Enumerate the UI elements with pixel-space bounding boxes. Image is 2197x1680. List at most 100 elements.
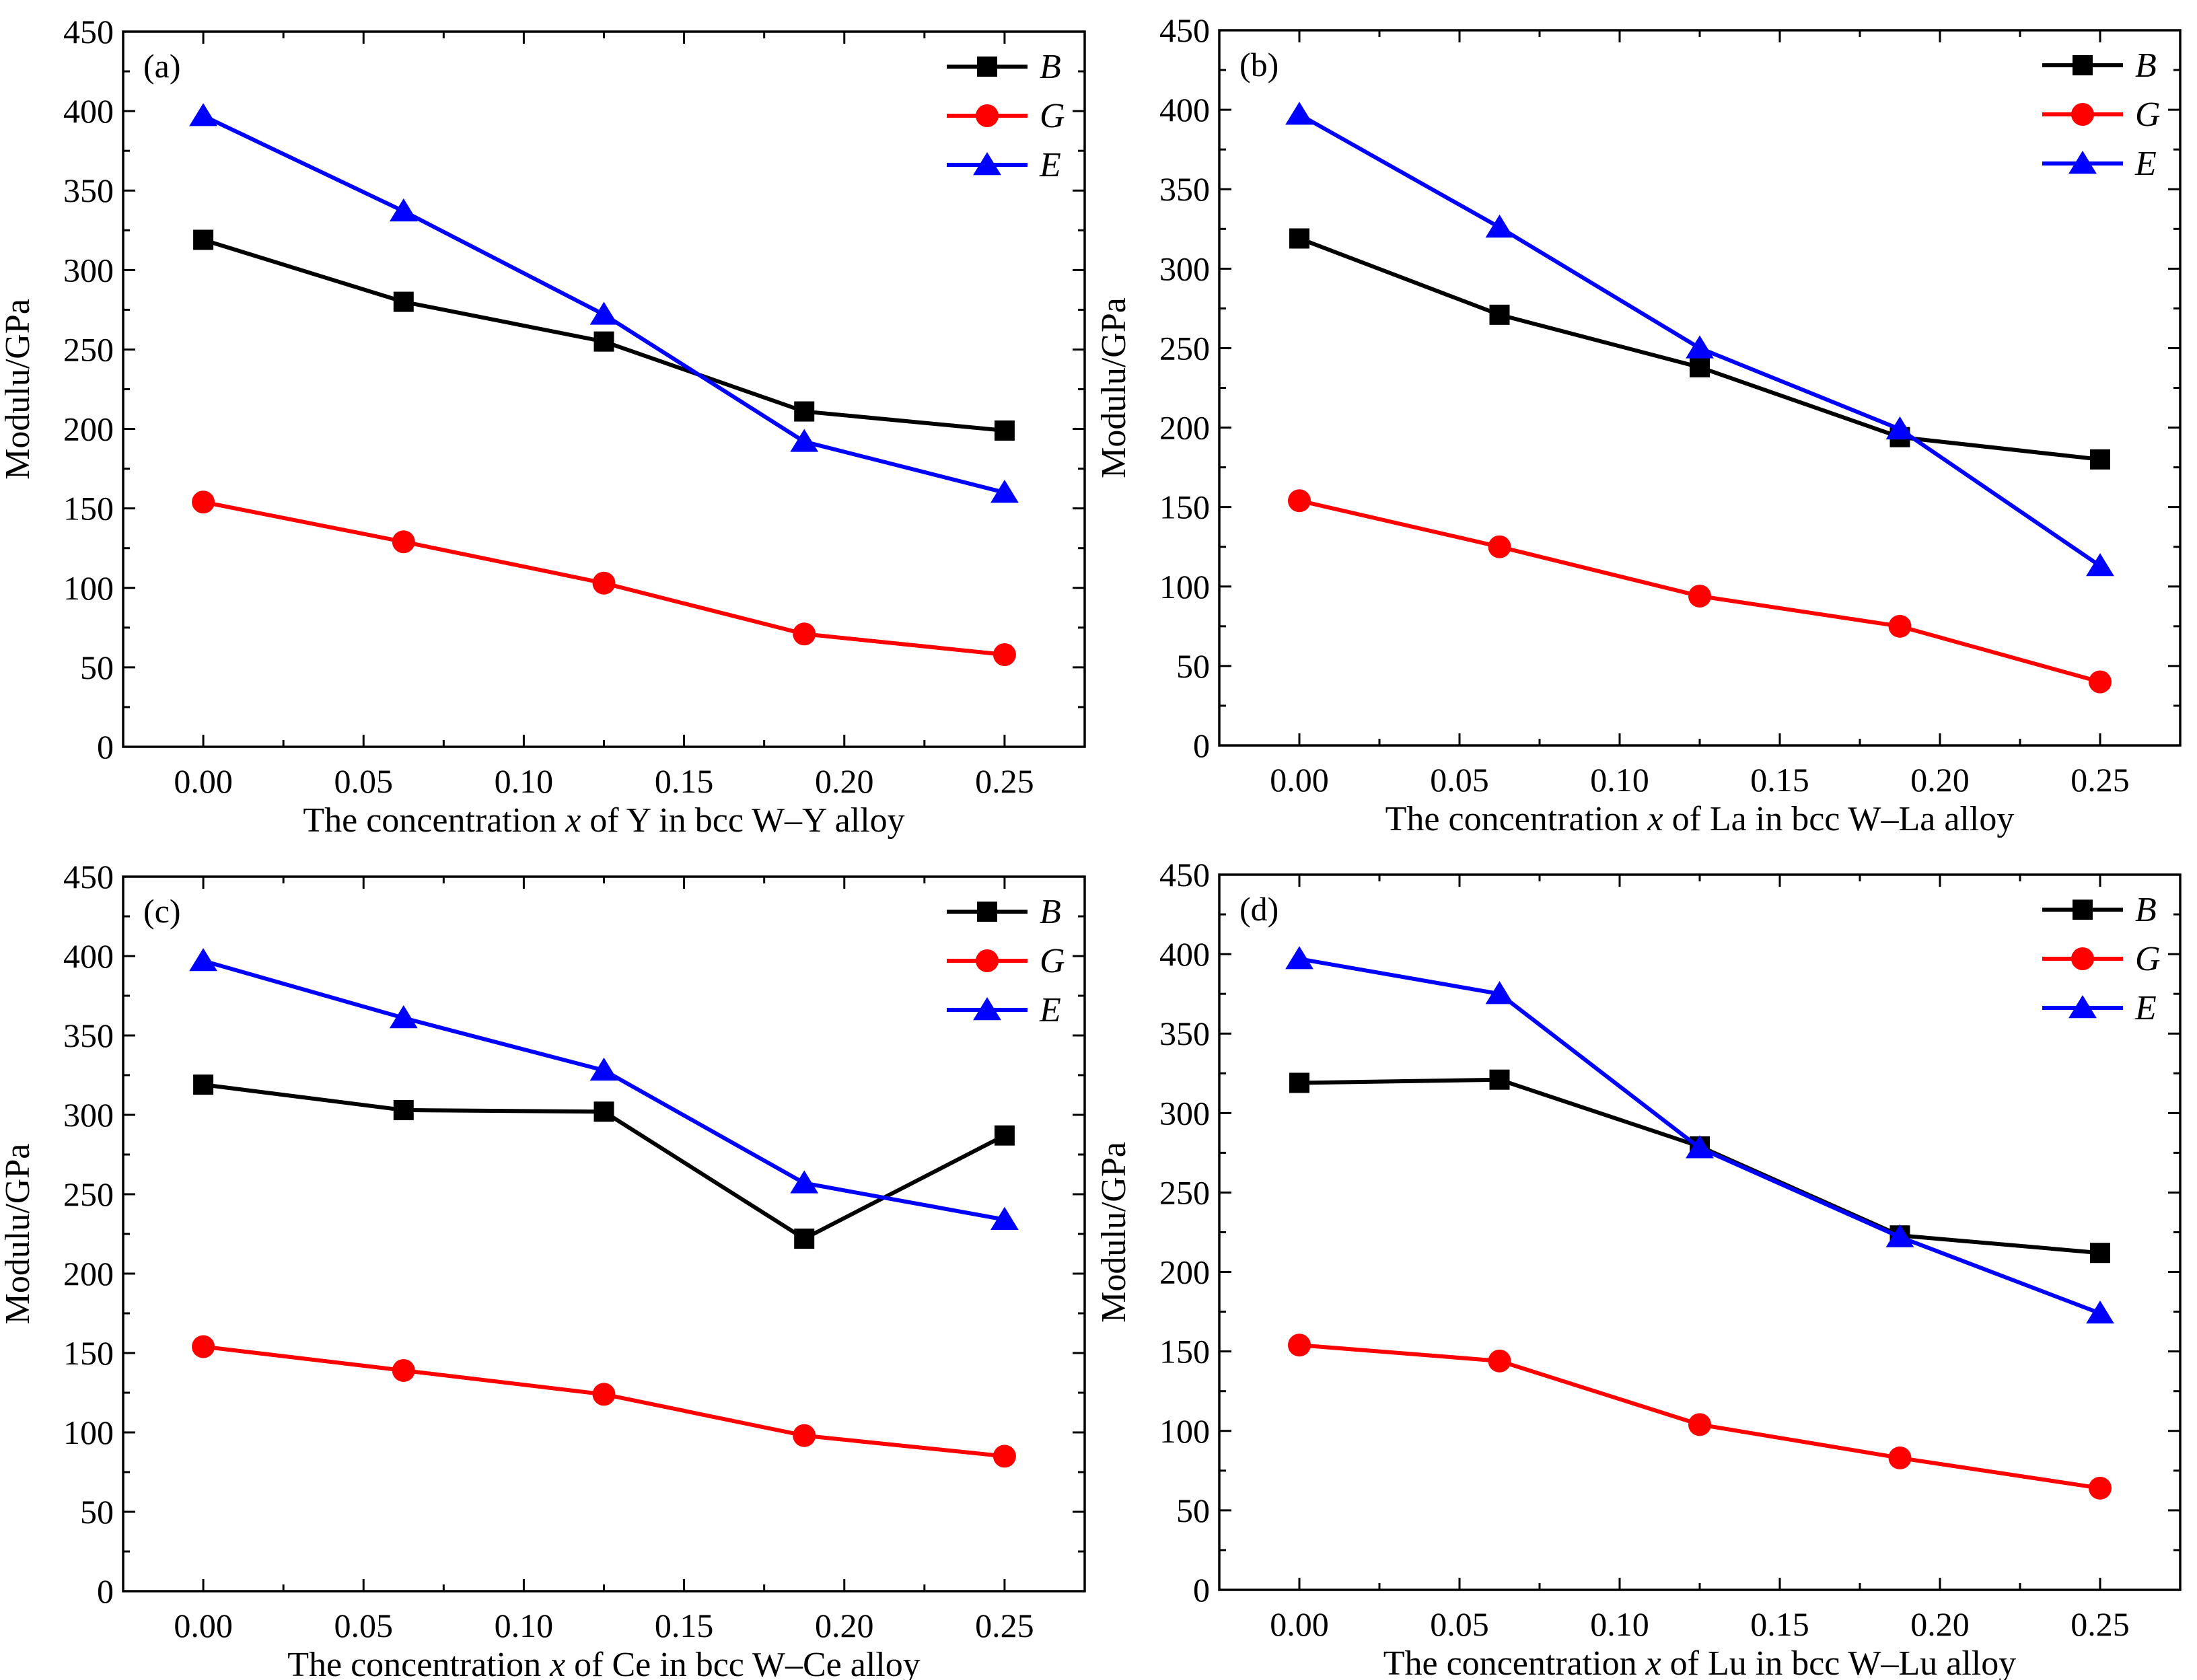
- data-point-G: [793, 1424, 816, 1447]
- chart-panel-d: 0 50 100 150 200 250 300 350 400 450 0.00 0.05 0.10 0…: [1095, 856, 2182, 1680]
- series-E: [189, 948, 1019, 1230]
- panel-label: (c): [143, 892, 181, 930]
- legend: BGE: [947, 893, 1065, 1029]
- data-point-B: [794, 401, 815, 422]
- data-point-G: [993, 1445, 1016, 1468]
- data-point-B: [994, 1125, 1015, 1146]
- data-point-E: [1285, 102, 1313, 125]
- y-tick-label: 300: [1159, 250, 1210, 287]
- y-tick-label: 400: [1159, 935, 1210, 973]
- x-tick-label: 0.15: [655, 1607, 714, 1644]
- y-tick-label: 200: [63, 410, 114, 448]
- series-G: [192, 1335, 1016, 1468]
- chart-panel-b: 0 50 100 150 200 250 300 350 400 450 0.00 0.05 0.10 0…: [1095, 11, 2182, 838]
- data-point-G: [1288, 1334, 1311, 1357]
- data-point-G: [793, 622, 816, 646]
- data-point-G: [1288, 489, 1311, 513]
- x-axis-label: The concentration x of Y in bcc W–Y allo…: [303, 801, 904, 840]
- y-tick-label: 450: [63, 858, 114, 896]
- series-line-B: [1299, 1077, 2101, 1255]
- legend-label-G: G: [2135, 96, 2161, 134]
- data-point-B: [2090, 449, 2110, 470]
- legend-label-E: E: [2134, 989, 2157, 1027]
- data-point-G: [392, 530, 415, 554]
- data-point-G: [2089, 1476, 2112, 1500]
- data-point-E: [1885, 1224, 1914, 1247]
- data-point-B: [393, 1099, 414, 1120]
- legend-marker-G: [2071, 947, 2094, 970]
- data-point-E: [2086, 553, 2114, 577]
- data-point-E: [1686, 1135, 1714, 1159]
- data-point-G: [2089, 670, 2112, 694]
- legend-label-E: E: [2134, 145, 2157, 183]
- data-point-E: [189, 948, 217, 972]
- y-tick-label: 450: [63, 13, 114, 50]
- y-tick-label: 0: [1193, 1571, 1210, 1609]
- x-tick-label: 0.15: [1750, 1605, 1809, 1643]
- data-point-E: [189, 103, 217, 126]
- y-tick-label: 250: [63, 330, 114, 368]
- y-tick-label: 50: [80, 1493, 114, 1531]
- series-B: [193, 229, 1015, 441]
- y-tick-label: 0: [1193, 727, 1210, 764]
- plot-frame: [1218, 873, 2182, 1591]
- x-tick-label: 0.10: [1590, 761, 1649, 799]
- x-tick-label: 0.25: [2070, 761, 2130, 799]
- plot-frame: [122, 30, 1086, 748]
- legend-label-B: B: [2135, 46, 2157, 85]
- data-point-E: [790, 429, 819, 452]
- x-tick-label: 0.05: [334, 762, 394, 800]
- x-tick-label: 0.25: [975, 762, 1034, 800]
- data-point-B: [593, 1101, 614, 1122]
- y-tick-label: 300: [1159, 1094, 1210, 1132]
- legend: BGE: [2042, 891, 2161, 1027]
- legend-marker-E: [973, 997, 1001, 1021]
- legend-label-E: E: [1039, 146, 1061, 184]
- series-E: [1285, 946, 2114, 1324]
- series-G: [1288, 489, 2112, 694]
- panel-label: (a): [143, 47, 181, 85]
- legend-marker-G: [976, 949, 999, 972]
- x-tick-label: 0.00: [174, 1607, 233, 1644]
- y-tick-label: 150: [63, 490, 114, 527]
- data-point-B: [1489, 304, 1510, 325]
- data-point-B: [2090, 1243, 2110, 1264]
- panel-label: (d): [1239, 890, 1278, 928]
- series-E: [1285, 102, 2114, 577]
- y-tick-label: 200: [1159, 1253, 1210, 1291]
- legend-label-G: G: [2135, 940, 2161, 978]
- data-point-B: [1690, 357, 1710, 377]
- y-tick-label: 50: [1176, 1492, 1210, 1529]
- y-tick-label: 100: [63, 569, 114, 607]
- x-tick-label: 0.00: [1270, 761, 1329, 799]
- data-point-G: [592, 571, 616, 595]
- data-point-B: [794, 1229, 815, 1249]
- x-tick-label: 0.10: [495, 762, 554, 800]
- y-tick-label: 350: [63, 172, 114, 209]
- legend-marker-B: [977, 57, 997, 77]
- y-tick-label: 150: [1159, 488, 1210, 526]
- legend-label-E: E: [1039, 991, 1061, 1029]
- legend-label-B: B: [1040, 48, 1061, 86]
- x-tick-label: 0.20: [815, 1607, 874, 1644]
- legend-label-B: B: [1040, 893, 1061, 931]
- y-tick-label: 300: [63, 1096, 114, 1134]
- data-point-G: [1688, 584, 1711, 608]
- data-point-E: [589, 1057, 618, 1081]
- x-tick-label: 0.20: [815, 762, 874, 800]
- data-point-E: [2086, 1300, 2114, 1324]
- y-tick-label: 150: [63, 1334, 114, 1372]
- legend-marker-E: [2068, 995, 2097, 1019]
- y-tick-label: 300: [63, 251, 114, 289]
- y-axis-label: Modulu/GPa: [1095, 297, 1133, 478]
- legend-marker-G: [976, 104, 999, 127]
- data-point-B: [193, 1074, 214, 1095]
- y-axis-label: Modulu/GPa: [0, 1144, 37, 1325]
- legend-marker-B: [2073, 55, 2093, 75]
- y-tick-label: 350: [1159, 1015, 1210, 1052]
- legend-marker-E: [973, 152, 1001, 176]
- y-tick-label: 100: [63, 1414, 114, 1451]
- y-tick-label: 100: [1159, 568, 1210, 606]
- x-tick-label: 0.15: [655, 762, 714, 800]
- data-point-B: [1489, 1069, 1510, 1090]
